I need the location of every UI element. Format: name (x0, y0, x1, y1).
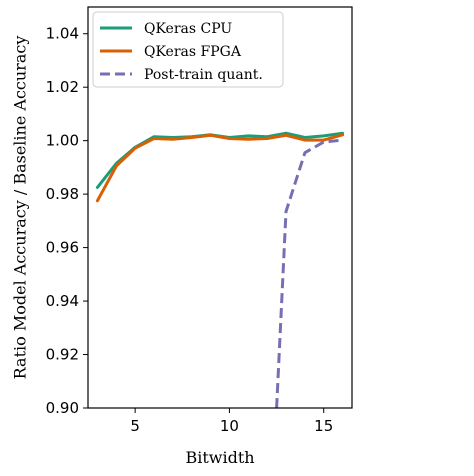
legend: QKeras CPU QKeras FPGA Post-train quant. (92, 11, 284, 88)
plot-frame (87, 6, 353, 409)
y-tick-label: 0.90 (46, 399, 79, 417)
y-tick-label: 1.04 (46, 25, 79, 43)
legend-box (92, 11, 284, 88)
x-tick-label: 5 (130, 417, 140, 435)
y-axis-title: Ratio Model Accuracy / Baseline Accuracy (11, 36, 30, 380)
series-line-qkeras-fpga (95, 133, 345, 203)
x-tick-label: 10 (220, 417, 239, 435)
legend-label: QKeras CPU (144, 21, 232, 37)
y-tick-label: 1.00 (46, 132, 79, 150)
y-tick-label: 0.94 (46, 292, 79, 310)
y-tick-label: 0.96 (46, 239, 79, 257)
y-tick-label: 0.98 (46, 185, 79, 203)
series-line-post-train-quant (275, 138, 343, 408)
x-tick-label: 15 (314, 417, 333, 435)
x-axis-title: Bitwidth (185, 448, 254, 467)
plot-lines (95, 131, 345, 408)
y-axis: 0.90 0.92 0.94 0.96 0.98 1.00 1.02 1.04 (46, 25, 88, 417)
legend-label: QKeras FPGA (144, 44, 242, 60)
y-tick-label: 0.92 (46, 346, 79, 364)
x-axis: 5 10 15 (130, 408, 333, 435)
legend-label: Post-train quant. (144, 67, 263, 83)
y-tick-label: 1.02 (46, 78, 79, 96)
